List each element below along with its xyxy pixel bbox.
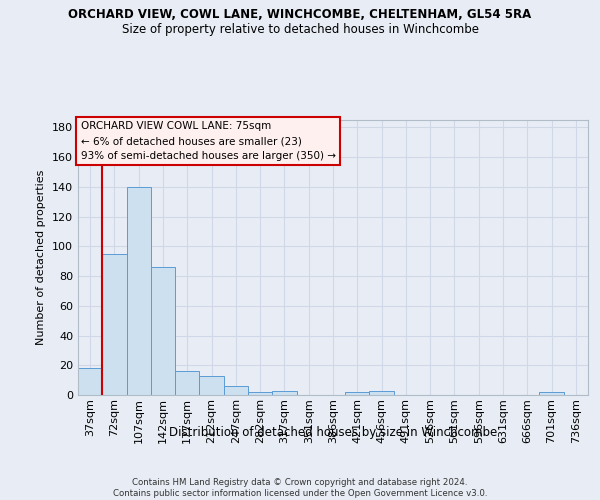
Bar bbox=[151, 267, 175, 395]
Bar bbox=[102, 254, 127, 395]
Bar bbox=[539, 392, 564, 395]
Bar bbox=[272, 390, 296, 395]
Bar bbox=[224, 386, 248, 395]
Bar bbox=[248, 392, 272, 395]
Bar bbox=[127, 187, 151, 395]
Y-axis label: Number of detached properties: Number of detached properties bbox=[37, 170, 46, 345]
Bar bbox=[175, 371, 199, 395]
Text: ORCHARD VIEW COWL LANE: 75sqm
← 6% of detached houses are smaller (23)
93% of se: ORCHARD VIEW COWL LANE: 75sqm ← 6% of de… bbox=[80, 122, 335, 161]
Bar bbox=[370, 390, 394, 395]
Bar bbox=[199, 376, 224, 395]
Bar bbox=[78, 368, 102, 395]
Text: Contains HM Land Registry data © Crown copyright and database right 2024.
Contai: Contains HM Land Registry data © Crown c… bbox=[113, 478, 487, 498]
Text: Size of property relative to detached houses in Winchcombe: Size of property relative to detached ho… bbox=[121, 22, 479, 36]
Bar bbox=[345, 392, 370, 395]
Text: Distribution of detached houses by size in Winchcombe: Distribution of detached houses by size … bbox=[169, 426, 497, 439]
Text: ORCHARD VIEW, COWL LANE, WINCHCOMBE, CHELTENHAM, GL54 5RA: ORCHARD VIEW, COWL LANE, WINCHCOMBE, CHE… bbox=[68, 8, 532, 20]
